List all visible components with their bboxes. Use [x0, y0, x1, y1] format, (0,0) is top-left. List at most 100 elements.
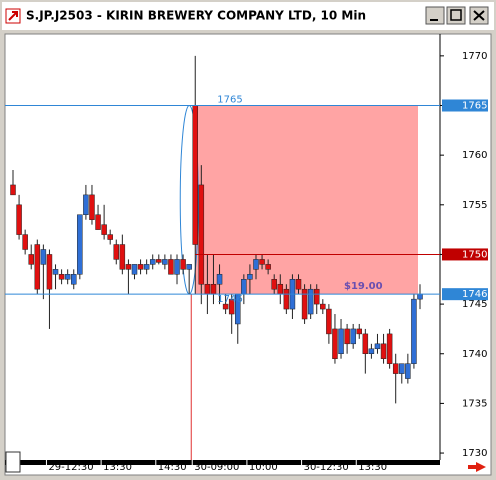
candle-body: [405, 363, 411, 379]
price-range-box: [195, 105, 418, 295]
price-marker: [442, 248, 488, 261]
candle-body: [162, 259, 168, 265]
candle-body: [83, 194, 89, 215]
candle-body: [58, 274, 65, 280]
candle-body: [89, 194, 95, 220]
x-tick-label: 10:00: [249, 462, 278, 473]
y-tick-label: 1770: [462, 51, 487, 62]
candle-body: [186, 264, 192, 270]
y-tick-label: 1740: [462, 349, 487, 360]
x-tick-label: 30-09:00: [194, 462, 239, 473]
range-high-label: 1765: [217, 95, 242, 106]
maximize-icon: [450, 9, 462, 21]
candle-body: [180, 259, 186, 270]
candle-body: [350, 328, 356, 345]
price-marker-label: 1746: [462, 289, 487, 300]
candle-body: [241, 279, 247, 295]
window-icon-arrow: [8, 11, 18, 21]
candle-body: [332, 328, 338, 359]
candle-body: [46, 254, 53, 290]
scroll-thumb[interactable]: [5, 451, 21, 473]
candle-body: [356, 328, 363, 335]
title-bar: [2, 2, 494, 30]
candle-body: [174, 259, 180, 275]
candle-body: [204, 283, 211, 295]
candle-body: [119, 244, 126, 270]
candle-body: [64, 274, 71, 280]
candle-body: [380, 343, 387, 359]
candle-body: [320, 303, 326, 310]
candle-body: [34, 244, 41, 290]
time-axis-bar: [5, 460, 440, 465]
candle-body: [168, 259, 174, 275]
price-marker-label: 1765: [462, 101, 487, 112]
candle-body: [362, 333, 369, 355]
candle-body: [28, 254, 34, 265]
candle-body: [70, 274, 77, 285]
candle-body: [22, 234, 28, 250]
candle-body: [259, 259, 265, 265]
price-marker: [442, 99, 488, 112]
candle-body: [344, 328, 350, 345]
window-buttons[interactable]: [425, 6, 489, 25]
candle-body: [386, 333, 393, 364]
candle-body: [125, 264, 132, 270]
candle-body: [156, 259, 162, 263]
candle-body: [77, 214, 83, 275]
y-tick-label: 1760: [462, 150, 487, 161]
close-icon: [473, 10, 485, 21]
candle-body: [374, 343, 381, 350]
range-low-label: 1746: [217, 294, 242, 305]
candle-body: [307, 288, 314, 315]
candle-body: [40, 249, 47, 265]
candle-body: [107, 234, 113, 240]
candle-body: [283, 288, 290, 310]
x-tick-label: 29-12:30: [48, 462, 93, 473]
candle-body: [222, 303, 229, 310]
x-tick-label: 13:30: [103, 462, 132, 473]
minimize-button[interactable]: [425, 6, 445, 25]
y-tick-label: 1745: [462, 299, 487, 310]
candle-body: [265, 264, 271, 270]
price-marker-label: 1750: [462, 249, 487, 260]
plot-area: 1730 1735 1740 1745 1750 1755 1760 1765 1770 29-1…: [5, 51, 488, 473]
candle-body: [113, 244, 120, 260]
candle-body: [228, 298, 235, 315]
candle-body: [131, 264, 138, 275]
candle-body: [16, 204, 22, 235]
x-tick-label: 30-12:30: [304, 462, 349, 473]
x-tick-label: 14:30: [158, 462, 187, 473]
candle-body: [192, 105, 198, 245]
candle-body: [399, 363, 405, 374]
candle-body: [95, 214, 101, 230]
price-marker: [442, 288, 488, 301]
candle-body: [326, 308, 332, 335]
range-change-label: $19.00: [344, 281, 383, 292]
candle-body: [271, 279, 277, 290]
candle-body: [149, 259, 156, 265]
candle-body: [247, 274, 253, 280]
y-tick-label: 1735: [462, 398, 487, 409]
candle-body: [253, 259, 259, 270]
window-title: S.JP.J2503 - KIRIN BREWERY COMPANY LTD, …: [26, 9, 366, 23]
candle-body: [52, 269, 59, 275]
candle-body: [338, 328, 344, 354]
candle-body: [101, 224, 107, 235]
candle-body: [216, 274, 223, 285]
candle-body: [295, 279, 302, 290]
candle-body: [368, 348, 375, 354]
candle-body: [417, 293, 423, 300]
candle-body: [198, 184, 205, 285]
candle-body: [301, 288, 308, 320]
candle-body: [143, 264, 150, 270]
x-tick-label: 13:30: [358, 462, 387, 473]
candle-body: [10, 184, 16, 196]
scroll-right-arrow[interactable]: [468, 462, 486, 472]
candle-body: [411, 298, 417, 364]
y-tick-label: 1755: [462, 200, 487, 211]
candle-body: [137, 264, 144, 270]
candle-body: [313, 288, 320, 305]
candle-body: [392, 363, 399, 374]
candle-body: [210, 283, 217, 295]
